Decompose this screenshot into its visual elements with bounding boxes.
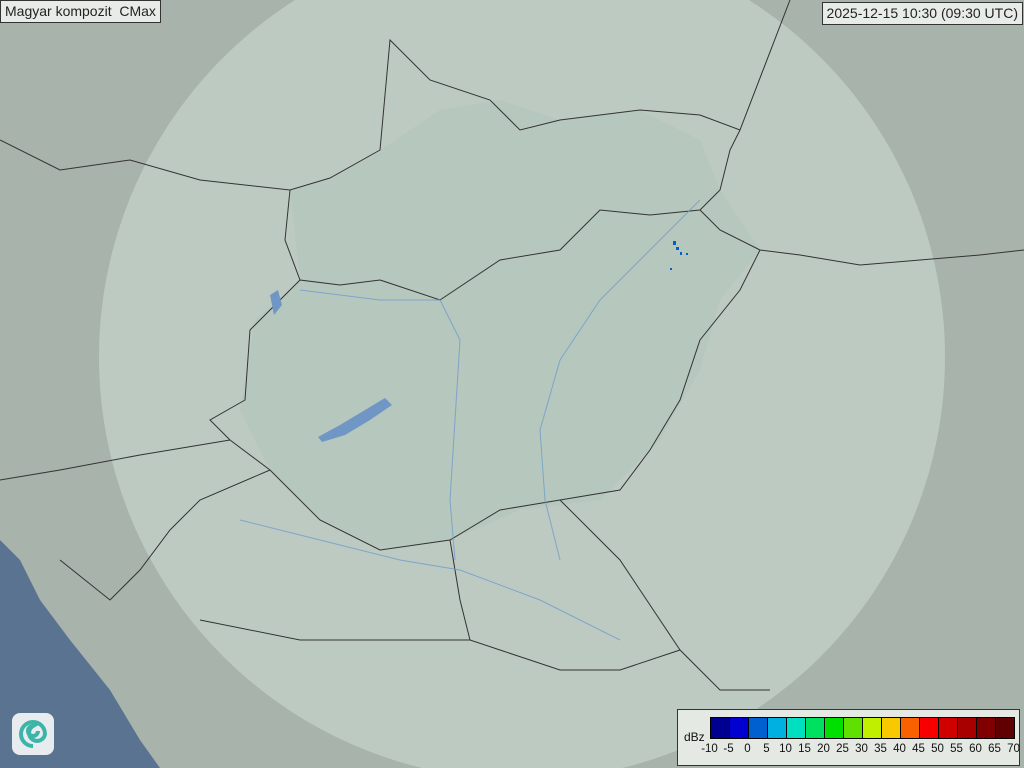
legend-swatch (977, 718, 996, 738)
legend-unit: dBz (684, 730, 705, 744)
legend-tick-label: 45 (912, 743, 925, 755)
dbz-legend: dBz -10 -5 0 5 10 15 20 25 30 35 40 45 50 55 60 65 70 (677, 709, 1020, 766)
legend-tick-label: 50 (931, 743, 944, 755)
legend-tick-label: 70 (1007, 743, 1020, 755)
legend-tick-label: 15 (798, 743, 811, 755)
legend-swatch (996, 718, 1014, 738)
rivers (239, 199, 701, 641)
legend-swatch (901, 718, 920, 738)
radar-echo (676, 247, 679, 250)
legend-color-scale (710, 717, 1015, 739)
radar-echo (680, 252, 682, 255)
legend-tick-label: -5 (723, 743, 734, 755)
legend-swatch (844, 718, 863, 738)
legend-tick-label: 0 (744, 743, 751, 755)
lake-balaton (318, 398, 392, 442)
legend-swatch (787, 718, 806, 738)
legend-tick-label: 10 (779, 743, 792, 755)
legend-tick-label: 20 (817, 743, 830, 755)
timestamp: 2025-12-15 10:30 (09:30 UTC) (821, 2, 1023, 25)
legend-swatch (711, 718, 730, 738)
legend-swatch (863, 718, 882, 738)
legend-swatch (768, 718, 787, 738)
legend-tick-label: 55 (950, 743, 963, 755)
adriatic-sea (0, 540, 160, 768)
legend-swatch (806, 718, 825, 738)
legend-swatch (882, 718, 901, 738)
country-borders (0, 0, 1024, 691)
legend-ticks: -10 -5 0 5 10 15 20 25 30 35 40 45 50 55 60 65 70 (700, 743, 1023, 755)
legend-tick-label: 30 (855, 743, 868, 755)
legend-tick-label: 25 (836, 743, 849, 755)
radar-coverage-area (99, 0, 945, 768)
legend-tick-label: 5 (763, 743, 770, 755)
legend-swatch (958, 718, 977, 738)
legend-swatch (749, 718, 768, 738)
legend-swatch (825, 718, 844, 738)
legend-swatch (730, 718, 749, 738)
swirl-logo-icon (12, 713, 54, 755)
lake-neusiedl (270, 290, 282, 315)
radar-echo (673, 241, 676, 245)
radar-echo (686, 253, 688, 255)
radar-echo (670, 268, 672, 270)
legend-tick-label: 65 (988, 743, 1001, 755)
legend-swatch (939, 718, 958, 738)
legend-tick-label: 40 (893, 743, 906, 755)
legend-tick-label: -10 (701, 743, 718, 755)
map-title: Magyar kompozit CMax (0, 0, 161, 23)
legend-swatch (920, 718, 939, 738)
legend-tick-label: 60 (969, 743, 982, 755)
legend-tick-label: 35 (874, 743, 887, 755)
radar-echoes (670, 241, 688, 270)
